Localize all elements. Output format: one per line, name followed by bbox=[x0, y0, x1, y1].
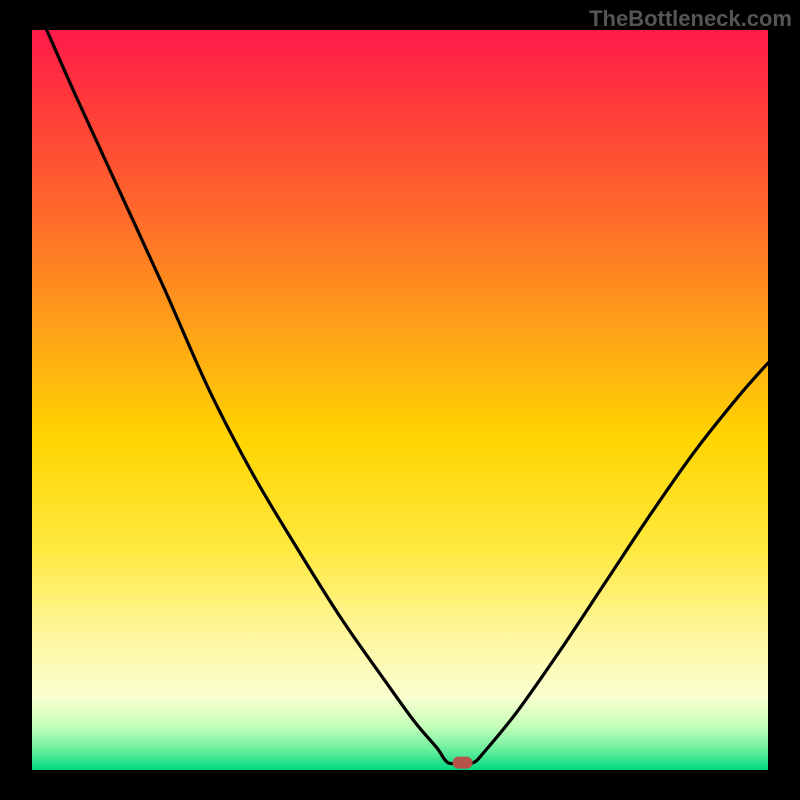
curve-layer bbox=[32, 30, 768, 770]
optimum-marker bbox=[453, 757, 473, 769]
chart-container: TheBottleneck.com bbox=[0, 0, 800, 800]
attribution-text: TheBottleneck.com bbox=[589, 6, 792, 32]
plot-area bbox=[32, 30, 768, 770]
bottleneck-curve bbox=[47, 30, 768, 764]
